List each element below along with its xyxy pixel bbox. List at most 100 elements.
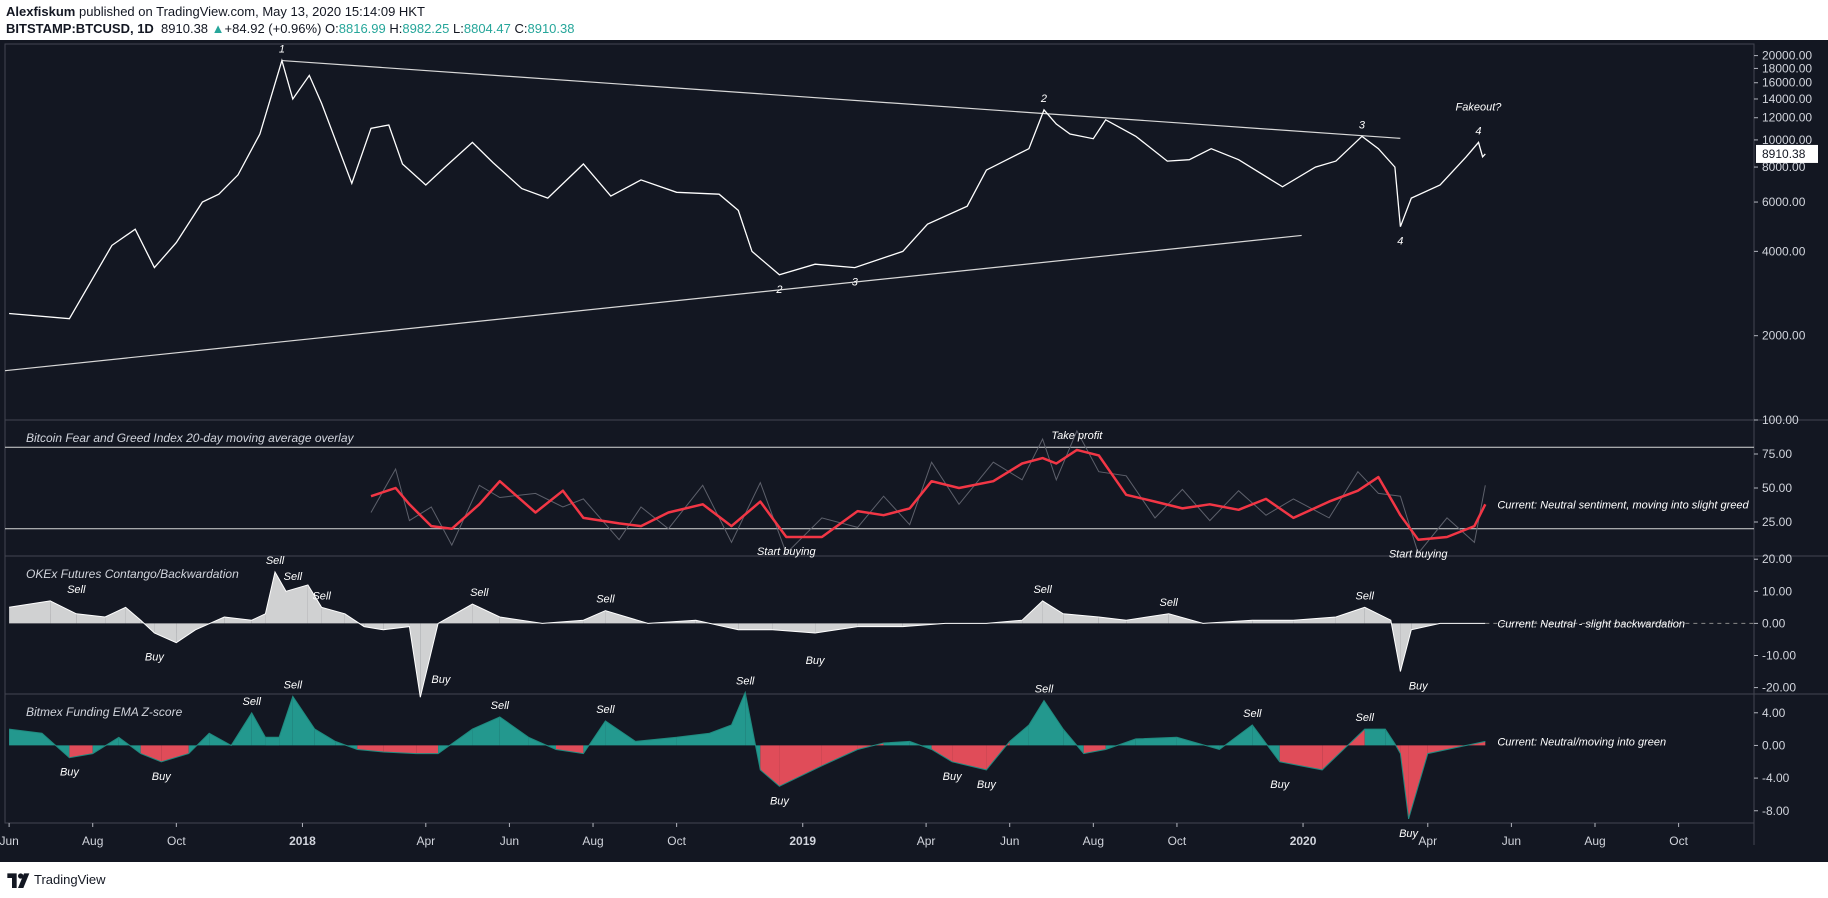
x-tick-label: 2018 xyxy=(289,834,316,848)
annotation: Take profit xyxy=(1051,430,1103,442)
contango-area-segment xyxy=(125,607,141,624)
y-tick-label: 12000.00 xyxy=(1762,111,1812,125)
funding-area-segment xyxy=(314,729,336,746)
x-tick-label: Apr xyxy=(1418,834,1437,848)
contango-area-segment xyxy=(251,613,266,624)
annotation: Sell xyxy=(1035,684,1054,696)
funding-area-segment xyxy=(69,745,93,758)
last-price: 8910.38 xyxy=(161,21,209,36)
author-name[interactable]: Alexfiskum xyxy=(6,4,76,19)
contango-area-segment xyxy=(1293,617,1336,624)
annotation: Buy xyxy=(977,779,997,791)
contango-line xyxy=(9,570,1486,698)
y-tick-label: -4.00 xyxy=(1762,771,1790,785)
annotation: Fakeout? xyxy=(1456,102,1503,114)
contango-area-segment xyxy=(857,623,903,627)
annotation: 4 xyxy=(1475,125,1481,137)
chart-area[interactable]: 2000.004000.006000.008000.0010000.001200… xyxy=(0,40,1828,862)
contango-area-segment xyxy=(286,584,308,624)
fear-greed-ma-line xyxy=(370,448,1487,541)
high-label: H: xyxy=(389,21,403,36)
publish-line: Alexfiskum published on TradingView.com,… xyxy=(6,4,425,19)
publish-info: published on TradingView.com, May 13, 20… xyxy=(79,4,425,19)
annotation: Buy xyxy=(1270,779,1290,791)
annotation: 4 xyxy=(1397,236,1403,248)
annotation: 2 xyxy=(775,284,782,296)
annotation: Sell xyxy=(284,679,303,691)
x-tick-label: Aug xyxy=(1584,834,1605,848)
price-change: +84.92 (+0.96%) xyxy=(224,21,322,36)
annotation: Sell xyxy=(1033,584,1052,596)
contango-area-segment xyxy=(1098,617,1127,624)
contango-area-segment xyxy=(1335,607,1365,624)
price-line xyxy=(9,58,1486,320)
annotation: Buy xyxy=(806,655,826,667)
chart-footer: TradingView xyxy=(0,862,1828,898)
annotation: Sell xyxy=(1356,712,1375,724)
y-tick-label: 0.00 xyxy=(1762,738,1786,752)
funding-area-segment xyxy=(931,745,953,762)
y-tick-label: 100.00 xyxy=(1762,413,1799,427)
funding-area-segment xyxy=(709,725,732,746)
funding-area-segment xyxy=(821,745,858,766)
funding-area-segment xyxy=(556,745,584,754)
contango-area-segment xyxy=(1022,600,1043,624)
y-tick-label: 20.00 xyxy=(1762,552,1792,566)
y-tick-label: 2000.00 xyxy=(1762,329,1806,343)
annotation: Sell xyxy=(491,700,510,712)
funding-area-segment xyxy=(731,692,746,746)
contango-area-segment xyxy=(738,623,773,630)
panel-title: Bitmex Funding EMA Z-score xyxy=(26,705,183,719)
annotation: Buy xyxy=(60,767,80,779)
tradingview-brand[interactable]: TradingView xyxy=(34,872,106,887)
funding-area-segment xyxy=(472,716,500,746)
funding-area-segment xyxy=(9,729,43,746)
annotation: Sell xyxy=(284,571,303,583)
trendline xyxy=(281,59,1401,139)
y-tick-label: 4.00 xyxy=(1762,706,1786,720)
open-label: O: xyxy=(325,21,339,36)
contango-area-segment xyxy=(583,610,606,624)
y-tick-label: -8.00 xyxy=(1762,804,1790,818)
close-value: 8910.38 xyxy=(527,21,575,36)
funding-area-segment xyxy=(1028,700,1044,746)
annotation: Current: Neutral sentiment, moving into … xyxy=(1497,499,1749,511)
funding-area-segment xyxy=(161,745,189,762)
contango-area-segment xyxy=(307,584,322,624)
annotation: Buy xyxy=(770,795,790,807)
annotation: Sell xyxy=(1160,597,1179,609)
funding-area-segment xyxy=(883,741,910,746)
funding-area-segment xyxy=(251,712,266,746)
close-label: C: xyxy=(514,21,528,36)
funding-area-segment xyxy=(265,737,280,746)
x-tick-label: Oct xyxy=(1168,834,1187,848)
y-tick-label: 50.00 xyxy=(1762,481,1792,495)
annotation: Sell xyxy=(736,675,755,687)
annotation: Current: Neutral - slight backwardation xyxy=(1497,618,1685,630)
chart-header: Alexfiskum published on TradingView.com,… xyxy=(0,0,1828,40)
tradingview-logo-icon[interactable] xyxy=(6,870,30,890)
y-tick-label: 6000.00 xyxy=(1762,195,1806,209)
annotation: Sell xyxy=(1356,590,1375,602)
funding-area-segment xyxy=(1135,737,1177,746)
fear-greed-raw-line xyxy=(370,429,1486,555)
contango-area-segment xyxy=(1063,613,1099,624)
contango-area-segment xyxy=(472,604,500,624)
annotation: Buy xyxy=(1399,828,1419,840)
funding-area-segment xyxy=(760,745,780,787)
y-tick-label: 25.00 xyxy=(1762,515,1792,529)
symbol-name[interactable]: BITSTAMP:BTCUSD, 1D xyxy=(6,21,154,36)
contango-area-segment xyxy=(321,607,345,624)
contango-area-segment xyxy=(224,617,252,624)
funding-area-segment xyxy=(279,696,293,746)
contango-area-segment xyxy=(815,623,858,633)
contango-area-segment xyxy=(265,572,275,624)
contango-area-segment xyxy=(364,623,384,630)
low-value: 8804.47 xyxy=(463,21,511,36)
x-tick-label: Jun xyxy=(500,834,519,848)
funding-area-segment xyxy=(779,745,822,787)
funding-area-segment xyxy=(1044,700,1064,746)
trendline xyxy=(4,234,1302,372)
y-tick-label: 75.00 xyxy=(1762,447,1792,461)
funding-area-segment xyxy=(1083,745,1106,754)
